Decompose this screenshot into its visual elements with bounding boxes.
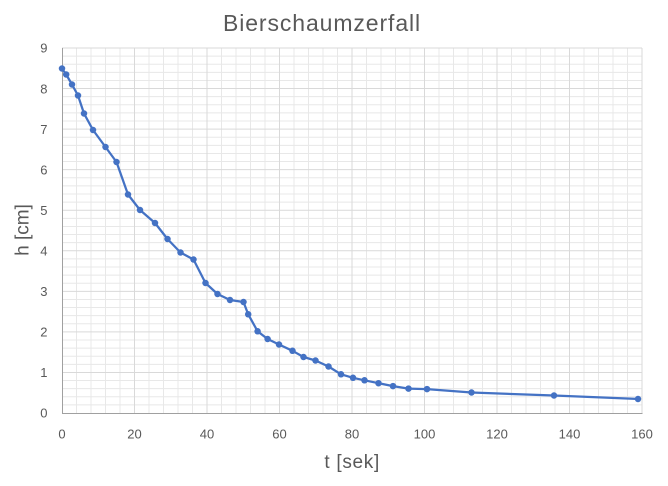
svg-text:0: 0 (40, 406, 47, 421)
svg-text:8: 8 (40, 81, 47, 96)
svg-text:60: 60 (272, 427, 286, 442)
svg-text:40: 40 (200, 427, 214, 442)
svg-text:3: 3 (40, 284, 47, 299)
svg-text:2: 2 (40, 325, 47, 340)
svg-text:120: 120 (486, 427, 508, 442)
svg-text:4: 4 (40, 243, 47, 258)
svg-text:Bierschaumzerfall: Bierschaumzerfall (223, 10, 421, 36)
svg-text:5: 5 (40, 203, 47, 218)
svg-text:7: 7 (40, 122, 47, 137)
svg-text:100: 100 (414, 427, 436, 442)
svg-text:9: 9 (40, 41, 47, 56)
svg-text:140: 140 (559, 427, 581, 442)
svg-text:160: 160 (631, 427, 653, 442)
svg-text:20: 20 (127, 427, 141, 442)
svg-text:h [cm]: h [cm] (13, 204, 34, 256)
svg-text:t [sek]: t [sek] (324, 452, 380, 473)
svg-text:0: 0 (58, 427, 65, 442)
svg-text:80: 80 (345, 427, 359, 442)
svg-text:6: 6 (40, 162, 47, 177)
svg-text:1: 1 (40, 365, 47, 380)
